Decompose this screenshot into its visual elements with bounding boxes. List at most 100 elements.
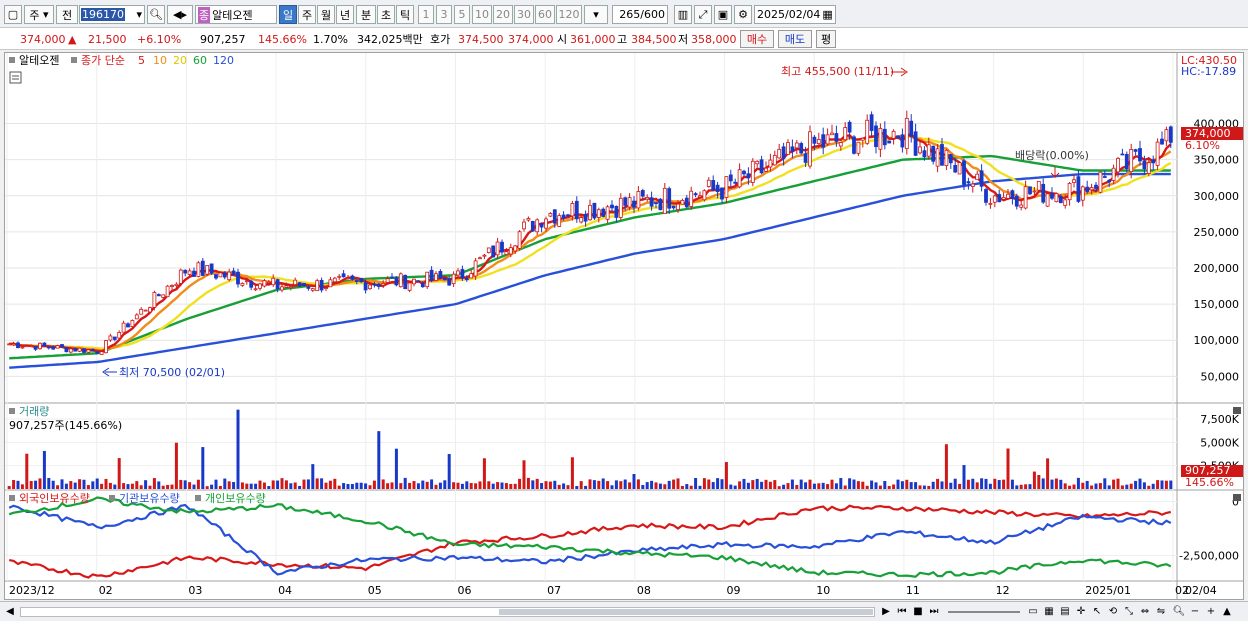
panel-close-icon[interactable] xyxy=(1233,407,1241,414)
candle-body xyxy=(451,273,456,285)
stop-icon[interactable]: ■ xyxy=(913,606,923,617)
reset-icon[interactable]: ⟲ xyxy=(1108,606,1118,617)
volume-bar xyxy=(746,482,750,489)
window-menu-icon[interactable]: ▢ xyxy=(4,5,22,24)
tab-weekly[interactable]: 주 xyxy=(298,5,316,24)
stock-code-input[interactable]: 196170 ▾ xyxy=(79,5,145,24)
candle-body xyxy=(671,205,676,209)
chart-type-icon[interactable]: ▥ xyxy=(674,5,692,24)
volume-bar xyxy=(680,485,684,489)
zoom-slider[interactable] xyxy=(948,611,1020,613)
chart-canvas[interactable]: 400,000350,000300,000250,000200,000150,0… xyxy=(5,53,1243,599)
volume-bar xyxy=(711,482,715,489)
interval-20[interactable]: 20 xyxy=(493,5,513,24)
tab-yearly[interactable]: 년 xyxy=(336,5,354,24)
jump-end-icon[interactable]: ⏭ xyxy=(929,606,939,617)
arrow-down-icon xyxy=(1050,167,1060,179)
tab-minute[interactable]: 분 xyxy=(356,5,376,24)
candle-body xyxy=(284,285,289,288)
volume-bar xyxy=(86,485,90,489)
table-toggle-icon[interactable] xyxy=(9,71,22,84)
compare-icon[interactable]: ⇋ xyxy=(1156,606,1166,617)
calendar-icon[interactable]: ▦ xyxy=(822,8,833,21)
candle-body xyxy=(702,190,707,201)
volume-bar xyxy=(113,484,117,489)
average-button[interactable]: 평 xyxy=(816,30,836,48)
candle-body xyxy=(957,162,962,175)
search-icon[interactable]: 🔍︎ xyxy=(147,5,165,24)
volume-bar xyxy=(1068,485,1072,489)
candle-body xyxy=(1111,167,1116,181)
settings-gear-icon[interactable]: ⚙ xyxy=(734,5,752,24)
interval-30[interactable]: 30 xyxy=(514,5,534,24)
volume-bar xyxy=(575,485,579,489)
candle-body xyxy=(205,265,210,275)
grid-icon[interactable]: ▦ xyxy=(1044,606,1054,617)
candle-body xyxy=(662,187,667,215)
interval-120[interactable]: 120 xyxy=(556,5,582,24)
date-input[interactable]: 2025/02/04 ▦ xyxy=(754,5,836,24)
candle-body xyxy=(935,148,940,167)
tab-second[interactable]: 초 xyxy=(377,5,395,24)
x-tick-label: 02 xyxy=(99,584,113,597)
volume-bar xyxy=(20,484,24,489)
interval-dropdown[interactable]: ▾ xyxy=(584,5,608,24)
zoom-in-icon[interactable]: + xyxy=(1206,606,1216,617)
split-icon[interactable]: ▤ xyxy=(1060,606,1070,617)
panel-close-icon[interactable] xyxy=(1233,494,1241,501)
candle-body xyxy=(843,127,848,141)
candle-body xyxy=(816,139,821,144)
volume-bar xyxy=(1090,485,1094,489)
layout-icon[interactable]: ▭ xyxy=(1028,606,1038,617)
draw-tool-icon[interactable]: ⤢ xyxy=(694,5,712,24)
interval-1[interactable]: 1 xyxy=(418,5,434,24)
scroll-right-icon[interactable]: ▶ xyxy=(882,606,890,617)
tab-tick[interactable]: 틱 xyxy=(396,5,414,24)
candle-body xyxy=(1085,186,1090,192)
price-tick-label: 350,000 xyxy=(1194,154,1240,167)
sell-button[interactable]: 매도 xyxy=(778,30,812,48)
candle-body xyxy=(350,275,355,280)
collapse-icon[interactable]: ▲ xyxy=(1223,606,1231,617)
volume-bar xyxy=(333,478,337,489)
stock-name-field[interactable]: 종 알테오젠 xyxy=(195,5,277,24)
candle-body xyxy=(706,179,711,187)
candle-body xyxy=(1028,186,1032,195)
interval-3[interactable]: 3 xyxy=(436,5,452,24)
tab-daily[interactable]: 일 xyxy=(279,5,297,24)
fit-icon[interactable]: ⇔ xyxy=(1140,606,1150,617)
candle-body xyxy=(658,198,663,211)
volume-bar xyxy=(636,479,640,489)
zoom-icon[interactable]: 🔍︎ xyxy=(1172,606,1186,617)
zoom-out-icon[interactable]: − xyxy=(1190,606,1200,617)
interval-60[interactable]: 60 xyxy=(535,5,555,24)
chart-area[interactable]: 400,000 350,000 300,000 250,000 200,000 150,0… xyxy=(4,52,1244,600)
volume-bar xyxy=(56,485,60,489)
candle-body xyxy=(583,213,588,222)
save-icon[interactable]: ▣ xyxy=(714,5,732,24)
cursor-icon[interactable]: ↖ xyxy=(1092,606,1102,617)
high-label: 고 xyxy=(617,33,628,46)
volume-bar xyxy=(966,479,970,489)
scrollbar-thumb[interactable] xyxy=(499,609,873,615)
buy-button[interactable]: 매수 xyxy=(740,30,774,48)
crosshair-icon[interactable]: ✛ xyxy=(1076,606,1086,617)
prev-button[interactable]: 전 xyxy=(56,5,78,24)
sound-icon[interactable]: ◀▸ xyxy=(167,5,193,24)
candle-body xyxy=(640,190,645,197)
trend-icon[interactable]: ⤡ xyxy=(1125,606,1133,617)
volume-bar xyxy=(152,478,156,489)
horizontal-scrollbar[interactable] xyxy=(20,607,875,617)
candle-body xyxy=(11,343,16,346)
scroll-left-icon[interactable]: ◀ xyxy=(6,606,14,617)
period-dropdown[interactable]: 주 ▾ xyxy=(24,5,54,24)
tab-monthly[interactable]: 월 xyxy=(317,5,335,24)
jump-start-icon[interactable]: ⏮ xyxy=(897,606,907,617)
interval-5[interactable]: 5 xyxy=(454,5,470,24)
count-input[interactable]: 265/600 xyxy=(612,5,668,24)
interval-10[interactable]: 10 xyxy=(472,5,492,24)
candle-body xyxy=(407,282,412,291)
candle-body xyxy=(112,336,117,340)
candle-body xyxy=(618,197,623,218)
